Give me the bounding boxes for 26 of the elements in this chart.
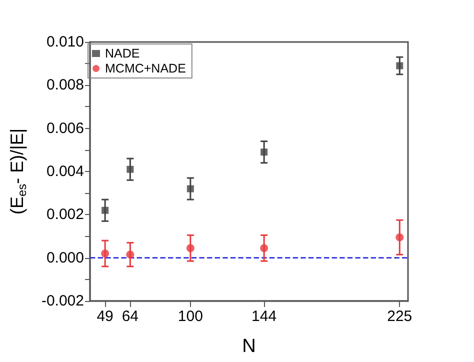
point	[102, 206, 109, 214]
y-tick-label: 0.002	[46, 206, 84, 224]
y-tick-label: 0.010	[46, 34, 84, 50]
point	[186, 185, 194, 192]
y-axis-title: (Ees- E)/|E|	[7, 128, 29, 215]
legend-label: NADE	[105, 46, 140, 60]
y-tick-label: 0.008	[46, 76, 84, 94]
x-tick-label: 225	[387, 308, 412, 325]
point	[186, 244, 194, 252]
point	[260, 148, 268, 156]
point	[126, 250, 134, 259]
x-tick-label: 100	[178, 308, 203, 325]
x-tick-label: 144	[252, 308, 277, 325]
point	[396, 62, 404, 70]
legend-label: MCMC+NADE	[105, 62, 186, 76]
point	[396, 233, 404, 242]
point	[126, 166, 134, 173]
point	[101, 250, 110, 258]
y-tick-label: 0.000	[46, 249, 84, 266]
x-tick-label: 49	[96, 308, 114, 325]
y-tick-label: -0.002	[41, 292, 84, 310]
x-axis-title: N	[242, 336, 256, 357]
y-tick-label: 0.004	[46, 163, 84, 180]
point	[260, 244, 268, 252]
x-tick-label: 64	[122, 308, 139, 325]
y-tick-label: 0.006	[46, 120, 84, 137]
